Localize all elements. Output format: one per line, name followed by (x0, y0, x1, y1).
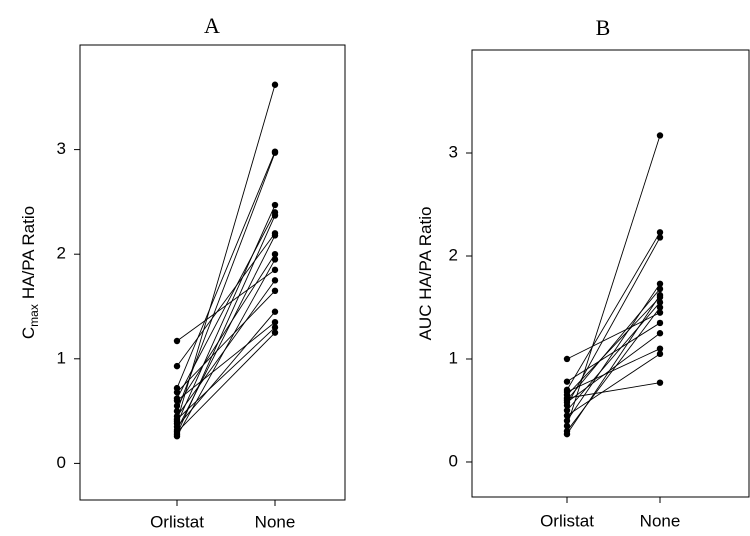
point (563, 430, 571, 438)
point (656, 330, 664, 337)
y-axis-label-text: AUC HA/PA Ratio (416, 207, 435, 341)
pair-line (176, 332, 276, 433)
point (656, 345, 664, 352)
pair-line (566, 302, 661, 411)
point (173, 389, 181, 396)
pair-line (176, 233, 276, 367)
point (173, 407, 181, 415)
point (563, 355, 571, 363)
point (271, 324, 279, 331)
pair-line (566, 237, 661, 406)
point (563, 402, 571, 409)
point (656, 291, 664, 299)
y-tick-label: 1 (57, 348, 66, 367)
chart-title: A (204, 13, 220, 38)
y-axis-label: Cmax HA/PA Ratio (19, 206, 41, 339)
point (271, 250, 279, 258)
point (271, 212, 279, 219)
point (656, 234, 664, 241)
point (271, 308, 279, 315)
point (173, 337, 181, 345)
y-axis-label-prefix: C (19, 327, 38, 339)
point (271, 256, 279, 263)
pair-line (566, 288, 661, 401)
y-tick-label: 3 (57, 139, 66, 158)
y-axis-label: AUC HA/PA Ratio (416, 207, 435, 341)
point (656, 280, 664, 287)
point (271, 149, 279, 156)
y-axis-label-text: HA/PA Ratio (19, 206, 38, 299)
point (656, 304, 664, 311)
point (271, 81, 279, 88)
point (656, 229, 664, 236)
pair-line (566, 135, 661, 427)
pair-line (176, 253, 276, 407)
point (173, 362, 181, 370)
point (271, 232, 279, 239)
y-axis-label-subscript: max (27, 304, 41, 327)
pair-line (566, 332, 661, 403)
point (271, 201, 279, 209)
pair-line (176, 204, 276, 424)
point (656, 379, 664, 386)
pair-line (566, 294, 661, 435)
x-tick-label: None (255, 512, 296, 531)
x-tick-label: Orlistat (540, 511, 594, 530)
chart-title: B (596, 15, 611, 40)
point (271, 318, 279, 326)
point (656, 285, 664, 293)
pair-line (176, 321, 276, 401)
point (563, 422, 571, 430)
point (563, 378, 571, 385)
pair-line (176, 151, 276, 389)
x-tick-label: None (640, 511, 681, 530)
point (271, 329, 279, 336)
pair-line (176, 290, 276, 393)
point (271, 277, 279, 284)
point (656, 309, 664, 316)
pair-line (566, 382, 661, 399)
pair-line (176, 327, 276, 420)
point (656, 299, 664, 306)
pair-line (176, 215, 276, 435)
x-tick-label: Orlistat (150, 512, 204, 531)
pair-line (176, 259, 276, 437)
y-tick-label: 0 (449, 451, 458, 470)
point (656, 319, 664, 327)
point (271, 287, 279, 295)
y-tick-label: 3 (449, 142, 458, 161)
point (563, 412, 571, 419)
pair-line (566, 283, 661, 422)
point (563, 407, 571, 414)
point (271, 266, 279, 274)
plot-frame (79, 44, 346, 501)
y-tick-label: 0 (57, 453, 66, 472)
point (173, 432, 181, 440)
y-tick-label: 1 (449, 348, 458, 367)
y-tick-label: 2 (57, 244, 66, 263)
point (656, 350, 664, 358)
y-tick-label: 2 (449, 245, 458, 264)
pair-line (566, 348, 661, 393)
pair-line (176, 152, 276, 412)
pair-line (176, 84, 276, 422)
plot-frame (471, 49, 750, 498)
point (656, 132, 664, 139)
pair-line (566, 232, 661, 391)
point (173, 397, 181, 404)
pair-line (566, 353, 661, 417)
